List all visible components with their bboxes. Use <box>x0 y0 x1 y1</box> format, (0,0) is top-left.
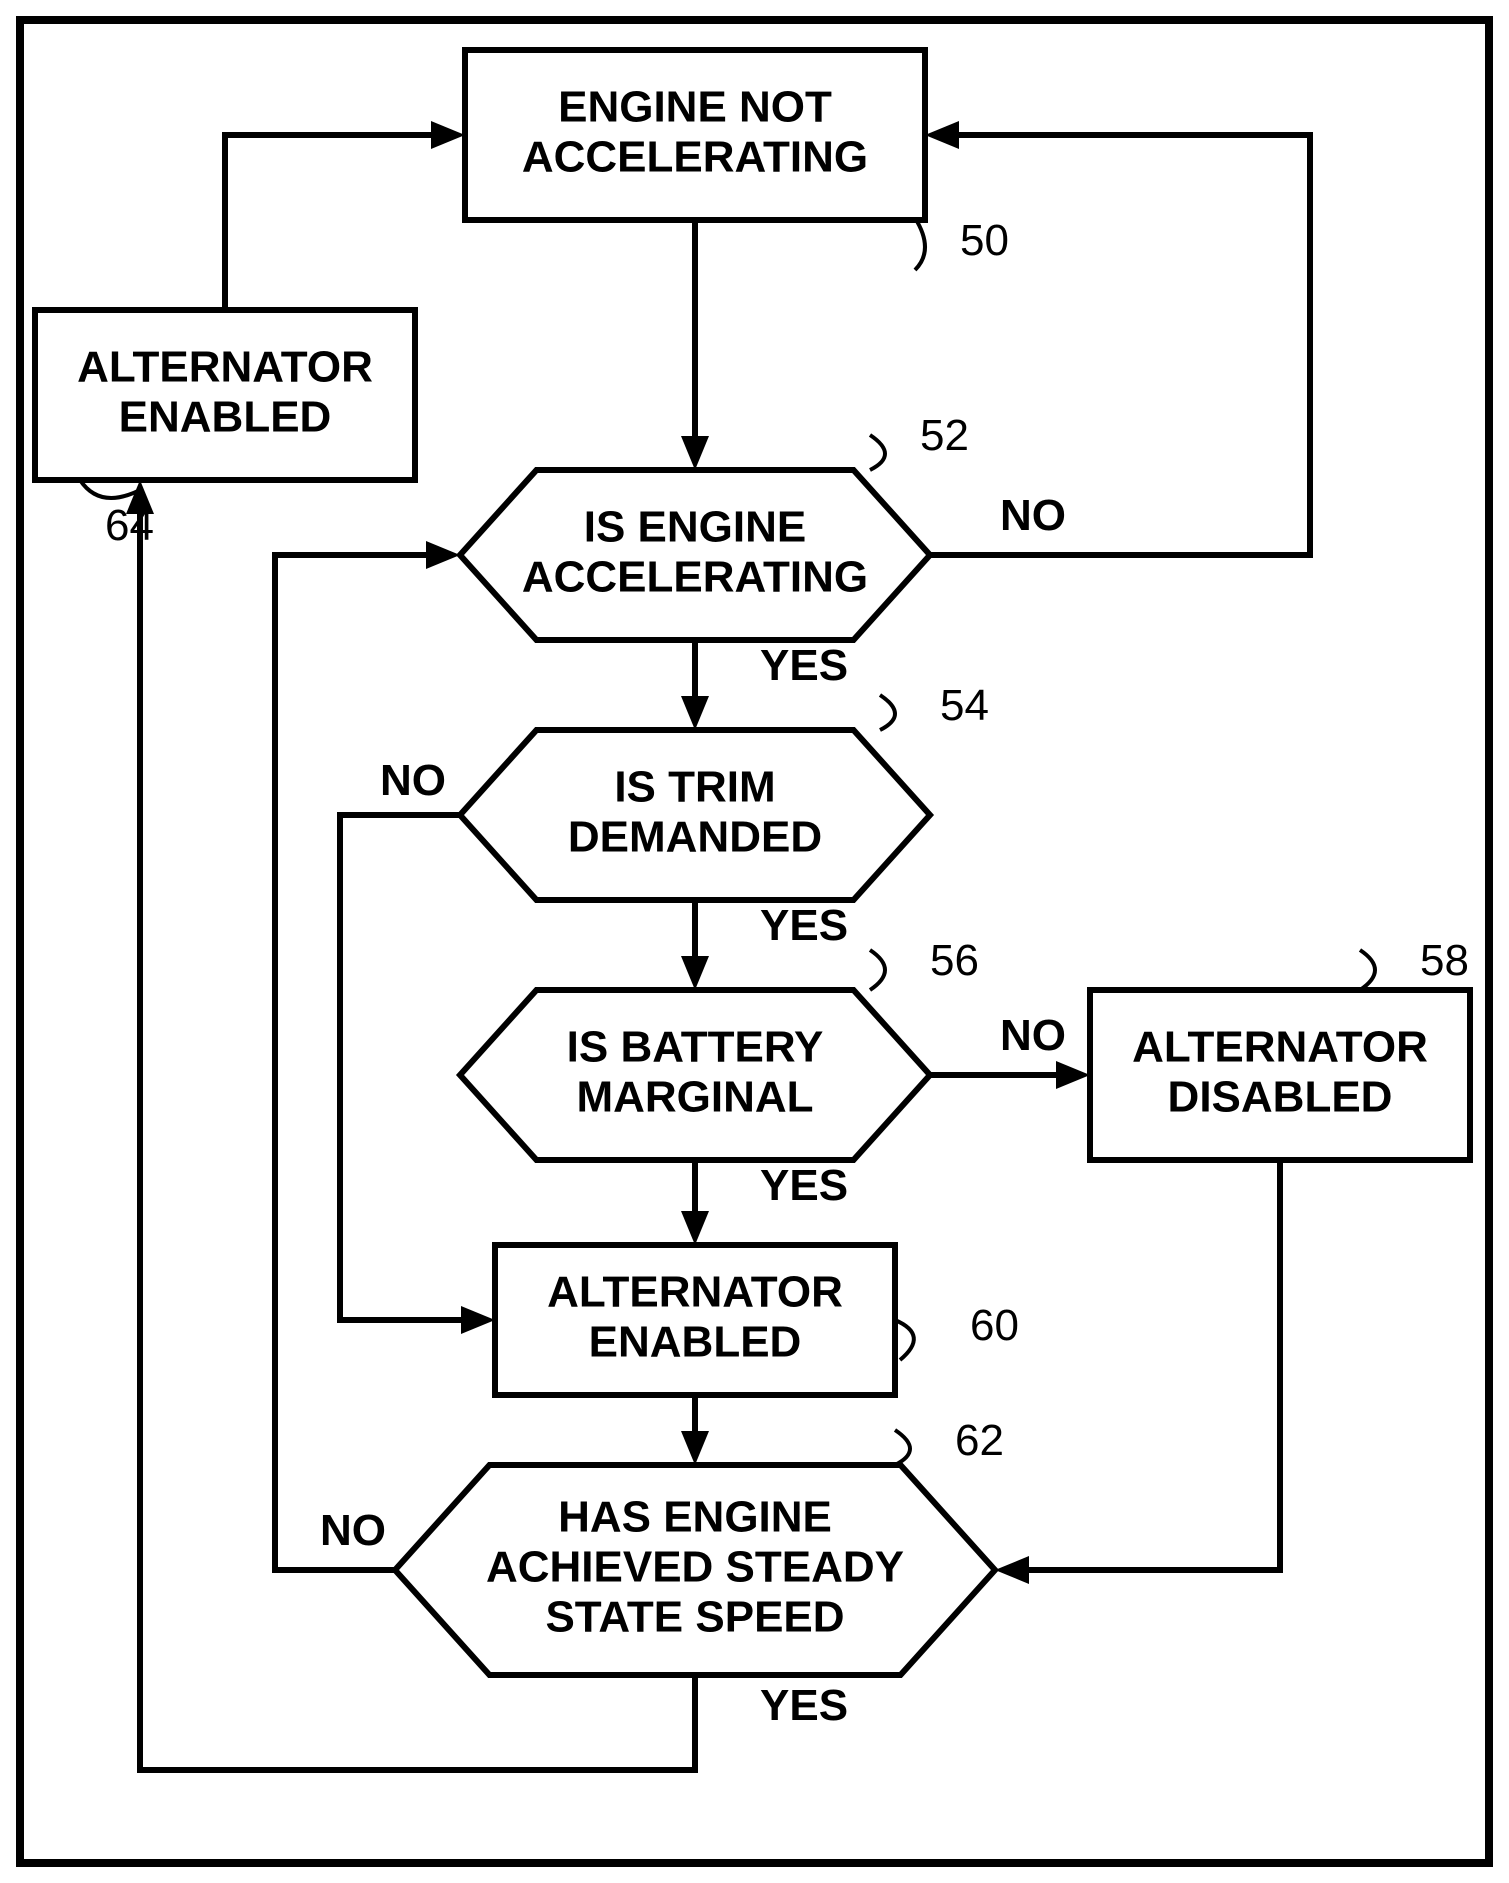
node-n50-line1: ACCELERATING <box>522 133 868 182</box>
node-n50: ENGINE NOTACCELERATING <box>465 50 925 220</box>
node-n56-line0: IS BATTERY <box>567 1023 824 1072</box>
ref-n54-label: 54 <box>940 681 989 730</box>
node-n58-line0: ALTERNATOR <box>1132 1023 1428 1072</box>
node-n50-line0: ENGINE NOT <box>558 83 832 132</box>
node-n54: IS TRIMDEMANDED <box>460 730 930 900</box>
node-n56: IS BATTERYMARGINAL <box>460 990 930 1160</box>
node-n52-line1: ACCELERATING <box>522 553 868 602</box>
ref-n56-label: 56 <box>930 936 979 985</box>
ref-n50-label: 50 <box>960 216 1009 265</box>
ref-n62-label: 62 <box>955 1416 1004 1465</box>
edge-e56_60-label: YES <box>760 1161 848 1210</box>
node-n58: ALTERNATORDISABLED <box>1090 990 1470 1160</box>
edge-e62_64_yes-label: YES <box>760 1681 848 1730</box>
edge-e52_54-label: YES <box>760 641 848 690</box>
node-n52-line0: IS ENGINE <box>584 503 807 552</box>
node-n54-line1: DEMANDED <box>568 813 822 862</box>
node-n58-line1: DISABLED <box>1168 1073 1393 1122</box>
edge-e52_50_no-label: NO <box>1000 491 1066 540</box>
ref-n60-label: 60 <box>970 1301 1019 1350</box>
node-n62-line1: ACHIEVED STEADY <box>486 1543 904 1592</box>
node-n60-line1: ENABLED <box>589 1318 802 1367</box>
flowchart-stage: ENGINE NOTACCELERATINGALTERNATORENABLEDI… <box>0 0 1509 1883</box>
edge-e54_56-label: YES <box>760 901 848 950</box>
node-n64-line1: ENABLED <box>119 393 332 442</box>
node-n52: IS ENGINEACCELERATING <box>460 470 930 640</box>
node-n56-line1: MARGINAL <box>576 1073 813 1122</box>
edge-e62_52_no-label: NO <box>320 1506 386 1555</box>
node-n62: HAS ENGINEACHIEVED STEADYSTATE SPEED <box>395 1465 995 1675</box>
edge-e54_60_no-label: NO <box>380 756 446 805</box>
ref-n64-label: 64 <box>105 501 154 550</box>
node-n60-line0: ALTERNATOR <box>547 1268 843 1317</box>
edge-e56_58_no-label: NO <box>1000 1011 1066 1060</box>
node-n62-line0: HAS ENGINE <box>558 1493 832 1542</box>
node-n60: ALTERNATORENABLED <box>495 1245 895 1395</box>
ref-n58-label: 58 <box>1420 936 1469 985</box>
node-n64: ALTERNATORENABLED <box>35 310 415 480</box>
ref-n52-label: 52 <box>920 411 969 460</box>
node-n62-line2: STATE SPEED <box>545 1593 844 1642</box>
node-n54-line0: IS TRIM <box>614 763 775 812</box>
node-n64-line0: ALTERNATOR <box>77 343 373 392</box>
